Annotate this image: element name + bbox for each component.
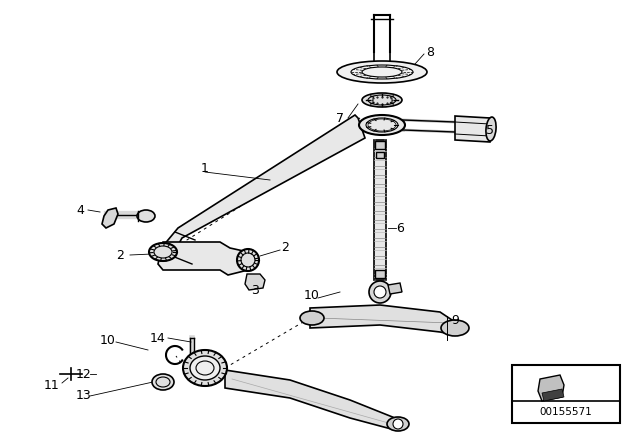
- Polygon shape: [158, 242, 252, 275]
- Polygon shape: [245, 274, 265, 290]
- Ellipse shape: [337, 61, 427, 83]
- Text: 3: 3: [251, 284, 259, 297]
- Text: 10: 10: [100, 333, 116, 346]
- Polygon shape: [538, 375, 564, 401]
- Bar: [512, 365, 620, 423]
- Polygon shape: [455, 116, 492, 142]
- Ellipse shape: [387, 417, 409, 431]
- Ellipse shape: [190, 356, 220, 380]
- Text: 14: 14: [150, 332, 166, 345]
- Circle shape: [393, 419, 403, 429]
- Polygon shape: [310, 305, 455, 335]
- Text: 11: 11: [44, 379, 60, 392]
- Text: 10: 10: [304, 289, 320, 302]
- Circle shape: [374, 286, 386, 298]
- Ellipse shape: [149, 243, 177, 261]
- Ellipse shape: [359, 115, 405, 135]
- Text: 2: 2: [281, 241, 289, 254]
- Text: 9: 9: [451, 314, 459, 327]
- Bar: [375, 270, 385, 278]
- Ellipse shape: [152, 374, 174, 390]
- Text: 8: 8: [426, 46, 434, 59]
- Polygon shape: [388, 283, 402, 294]
- Text: 6: 6: [396, 221, 404, 234]
- Bar: [374, 140, 386, 280]
- Circle shape: [369, 281, 391, 303]
- Ellipse shape: [300, 311, 324, 325]
- Ellipse shape: [237, 249, 259, 271]
- Polygon shape: [102, 208, 118, 228]
- Text: 5: 5: [486, 124, 494, 137]
- Text: 2: 2: [116, 249, 124, 262]
- Text: 00155571: 00155571: [540, 407, 593, 417]
- Ellipse shape: [486, 117, 496, 141]
- Text: 12: 12: [76, 367, 92, 380]
- Ellipse shape: [137, 210, 155, 222]
- Bar: [376, 152, 384, 158]
- Ellipse shape: [183, 350, 227, 386]
- Text: 1: 1: [201, 161, 209, 175]
- Polygon shape: [225, 370, 395, 430]
- Polygon shape: [158, 115, 365, 259]
- Bar: [375, 141, 385, 149]
- Text: 13: 13: [76, 388, 92, 401]
- Text: 4: 4: [76, 203, 84, 216]
- Text: 7: 7: [336, 112, 344, 125]
- Ellipse shape: [362, 93, 402, 107]
- Ellipse shape: [441, 320, 469, 336]
- Polygon shape: [542, 389, 564, 401]
